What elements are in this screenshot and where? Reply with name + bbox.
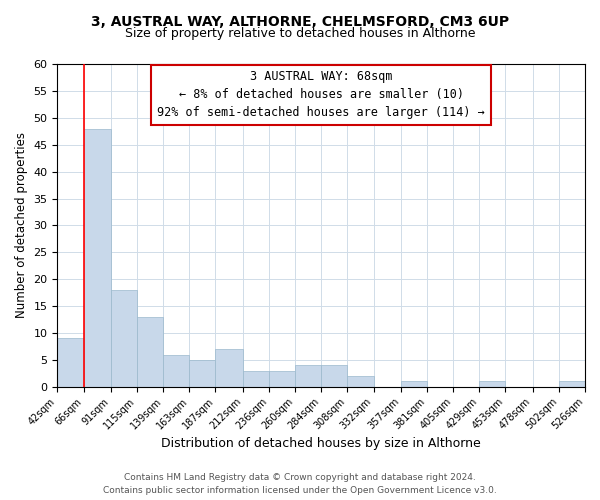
Bar bbox=[243, 370, 269, 387]
Bar bbox=[347, 376, 374, 387]
Bar bbox=[215, 349, 243, 387]
Text: 3, AUSTRAL WAY, ALTHORNE, CHELMSFORD, CM3 6UP: 3, AUSTRAL WAY, ALTHORNE, CHELMSFORD, CM… bbox=[91, 15, 509, 29]
Bar bbox=[479, 382, 505, 387]
Bar bbox=[321, 366, 347, 387]
Text: 3 AUSTRAL WAY: 68sqm
← 8% of detached houses are smaller (10)
92% of semi-detach: 3 AUSTRAL WAY: 68sqm ← 8% of detached ho… bbox=[157, 70, 485, 120]
Bar bbox=[295, 366, 321, 387]
Bar bbox=[190, 360, 215, 387]
Bar bbox=[137, 317, 163, 387]
Text: Size of property relative to detached houses in Althorne: Size of property relative to detached ho… bbox=[125, 28, 475, 40]
Text: Contains HM Land Registry data © Crown copyright and database right 2024.
Contai: Contains HM Land Registry data © Crown c… bbox=[103, 473, 497, 495]
Bar bbox=[559, 382, 585, 387]
Bar bbox=[111, 290, 137, 387]
Bar bbox=[269, 370, 295, 387]
Bar bbox=[83, 128, 111, 387]
Bar bbox=[401, 382, 427, 387]
Y-axis label: Number of detached properties: Number of detached properties bbox=[15, 132, 28, 318]
X-axis label: Distribution of detached houses by size in Althorne: Distribution of detached houses by size … bbox=[161, 437, 481, 450]
Bar bbox=[58, 338, 83, 387]
Bar bbox=[163, 354, 190, 387]
